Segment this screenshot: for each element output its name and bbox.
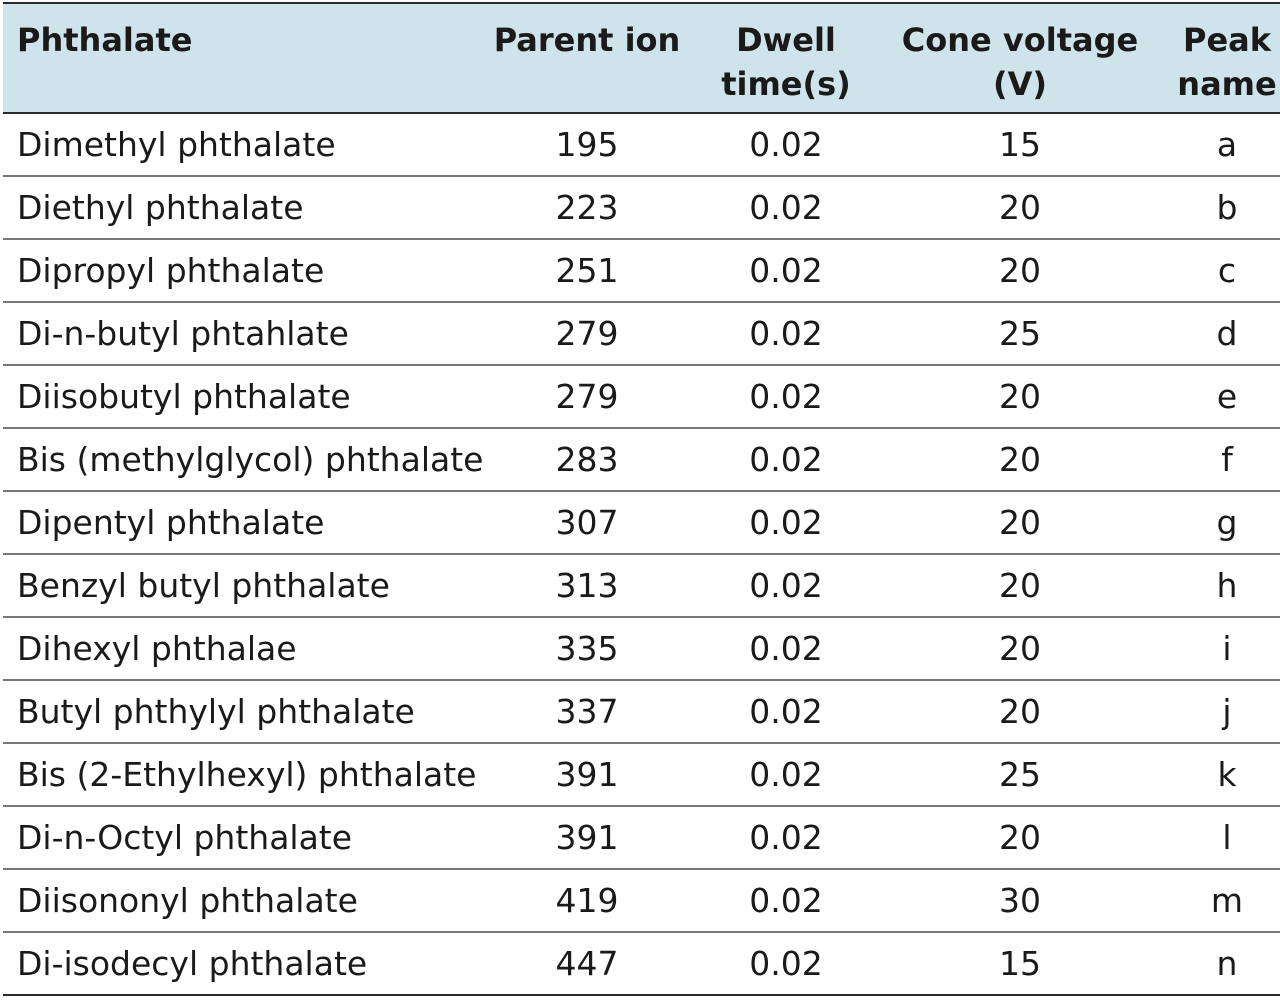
cone-voltage-cell: 30 xyxy=(886,869,1154,933)
phthalate-cell: Bis (2-Ethylhexyl) phthalate xyxy=(3,743,488,807)
table-header: Phthalate Parent ion Dwell time(s) Cone … xyxy=(3,3,1280,114)
dwell-time-cell: 0.02 xyxy=(686,806,886,870)
dwell-time-cell: 0.02 xyxy=(686,428,886,492)
dwell-time-cell: 0.02 xyxy=(686,680,886,744)
peak-name-cell: h xyxy=(1154,554,1280,618)
table-row: Butyl phthylyl phthalate 337 0.02 20 j xyxy=(3,680,1280,744)
parent-ion-cell: 223 xyxy=(488,176,686,240)
peak-name-cell: l xyxy=(1154,806,1280,870)
phthalate-cell: Dipentyl phthalate xyxy=(3,491,488,555)
peak-name-cell: b xyxy=(1154,176,1280,240)
parent-ion-cell: 283 xyxy=(488,428,686,492)
cone-voltage-cell: 20 xyxy=(886,428,1154,492)
table-row: Dimethyl phthalate 195 0.02 15 a xyxy=(3,113,1280,177)
table-row: Diisobutyl phthalate 279 0.02 20 e xyxy=(3,365,1280,429)
dwell-time-cell: 0.02 xyxy=(686,365,886,429)
cone-voltage-cell: 25 xyxy=(886,743,1154,807)
peak-name-cell: g xyxy=(1154,491,1280,555)
peak-name-cell: a xyxy=(1154,113,1280,177)
phthalate-cell: Diisobutyl phthalate xyxy=(3,365,488,429)
peak-name-cell: e xyxy=(1154,365,1280,429)
phthalate-cell: Bis (methylglycol) phthalate xyxy=(3,428,488,492)
header-cone-voltage: Cone voltage (V) xyxy=(886,3,1154,114)
peak-name-cell: d xyxy=(1154,302,1280,366)
parent-ion-cell: 195 xyxy=(488,113,686,177)
parent-ion-cell: 307 xyxy=(488,491,686,555)
table-row: Di-n-butyl phtahlate 279 0.02 25 d xyxy=(3,302,1280,366)
table-body: Dimethyl phthalate 195 0.02 15 a Diethyl phth… xyxy=(3,113,1280,996)
dwell-time-cell: 0.02 xyxy=(686,869,886,933)
peak-name-cell: f xyxy=(1154,428,1280,492)
header-peak-name: Peak name xyxy=(1154,3,1280,114)
peak-name-cell: i xyxy=(1154,617,1280,681)
parent-ion-cell: 335 xyxy=(488,617,686,681)
table-row: Di-n-Octyl phthalate 391 0.02 20 l xyxy=(3,806,1280,870)
phthalate-cell: Di-n-Octyl phthalate xyxy=(3,806,488,870)
table-row: Bis (methylglycol) phthalate 283 0.02 20 f xyxy=(3,428,1280,492)
phthalate-cell: Diethyl phthalate xyxy=(3,176,488,240)
peak-name-cell: m xyxy=(1154,869,1280,933)
dwell-time-cell: 0.02 xyxy=(686,491,886,555)
header-dwell-time: Dwell time(s) xyxy=(686,3,886,114)
table-row: Dihexyl phthalae 335 0.02 20 i xyxy=(3,617,1280,681)
parent-ion-cell: 313 xyxy=(488,554,686,618)
dwell-time-cell: 0.02 xyxy=(686,239,886,303)
cone-voltage-cell: 20 xyxy=(886,806,1154,870)
header-row: Phthalate Parent ion Dwell time(s) Cone … xyxy=(3,3,1280,114)
parent-ion-cell: 279 xyxy=(488,365,686,429)
table-row: Benzyl butyl phthalate 313 0.02 20 h xyxy=(3,554,1280,618)
cone-voltage-cell: 15 xyxy=(886,113,1154,177)
dwell-time-cell: 0.02 xyxy=(686,113,886,177)
parent-ion-cell: 279 xyxy=(488,302,686,366)
table-row: Bis (2-Ethylhexyl) phthalate 391 0.02 25 k xyxy=(3,743,1280,807)
parent-ion-cell: 447 xyxy=(488,932,686,996)
cone-voltage-cell: 25 xyxy=(886,302,1154,366)
peak-name-cell: k xyxy=(1154,743,1280,807)
header-phthalate: Phthalate xyxy=(3,3,488,114)
dwell-time-cell: 0.02 xyxy=(686,302,886,366)
parent-ion-cell: 419 xyxy=(488,869,686,933)
cone-voltage-cell: 20 xyxy=(886,176,1154,240)
dwell-time-cell: 0.02 xyxy=(686,554,886,618)
dwell-time-cell: 0.02 xyxy=(686,617,886,681)
parent-ion-cell: 251 xyxy=(488,239,686,303)
table-row: Di-isodecyl phthalate 447 0.02 15 n xyxy=(3,932,1280,996)
parent-ion-cell: 391 xyxy=(488,743,686,807)
peak-name-cell: j xyxy=(1154,680,1280,744)
cone-voltage-cell: 15 xyxy=(886,932,1154,996)
parent-ion-cell: 391 xyxy=(488,806,686,870)
cone-voltage-cell: 20 xyxy=(886,491,1154,555)
phthalate-cell: Dimethyl phthalate xyxy=(3,113,488,177)
table-row: Dipropyl phthalate 251 0.02 20 c xyxy=(3,239,1280,303)
table-row: Diisononyl phthalate 419 0.02 30 m xyxy=(3,869,1280,933)
table-row: Diethyl phthalate 223 0.02 20 b xyxy=(3,176,1280,240)
dwell-time-cell: 0.02 xyxy=(686,743,886,807)
phthalate-table: Phthalate Parent ion Dwell time(s) Cone … xyxy=(3,2,1280,996)
cone-voltage-cell: 20 xyxy=(886,554,1154,618)
phthalate-cell: Diisononyl phthalate xyxy=(3,869,488,933)
phthalate-cell: Butyl phthylyl phthalate xyxy=(3,680,488,744)
peak-name-cell: n xyxy=(1154,932,1280,996)
phthalate-cell: Dihexyl phthalae xyxy=(3,617,488,681)
phthalate-cell: Dipropyl phthalate xyxy=(3,239,488,303)
cone-voltage-cell: 20 xyxy=(886,617,1154,681)
dwell-time-cell: 0.02 xyxy=(686,932,886,996)
peak-name-cell: c xyxy=(1154,239,1280,303)
cone-voltage-cell: 20 xyxy=(886,680,1154,744)
cone-voltage-cell: 20 xyxy=(886,365,1154,429)
phthalate-cell: Benzyl butyl phthalate xyxy=(3,554,488,618)
dwell-time-cell: 0.02 xyxy=(686,176,886,240)
header-parent-ion: Parent ion xyxy=(488,3,686,114)
cone-voltage-cell: 20 xyxy=(886,239,1154,303)
phthalate-cell: Di-isodecyl phthalate xyxy=(3,932,488,996)
parent-ion-cell: 337 xyxy=(488,680,686,744)
table-row: Dipentyl phthalate 307 0.02 20 g xyxy=(3,491,1280,555)
phthalate-cell: Di-n-butyl phtahlate xyxy=(3,302,488,366)
